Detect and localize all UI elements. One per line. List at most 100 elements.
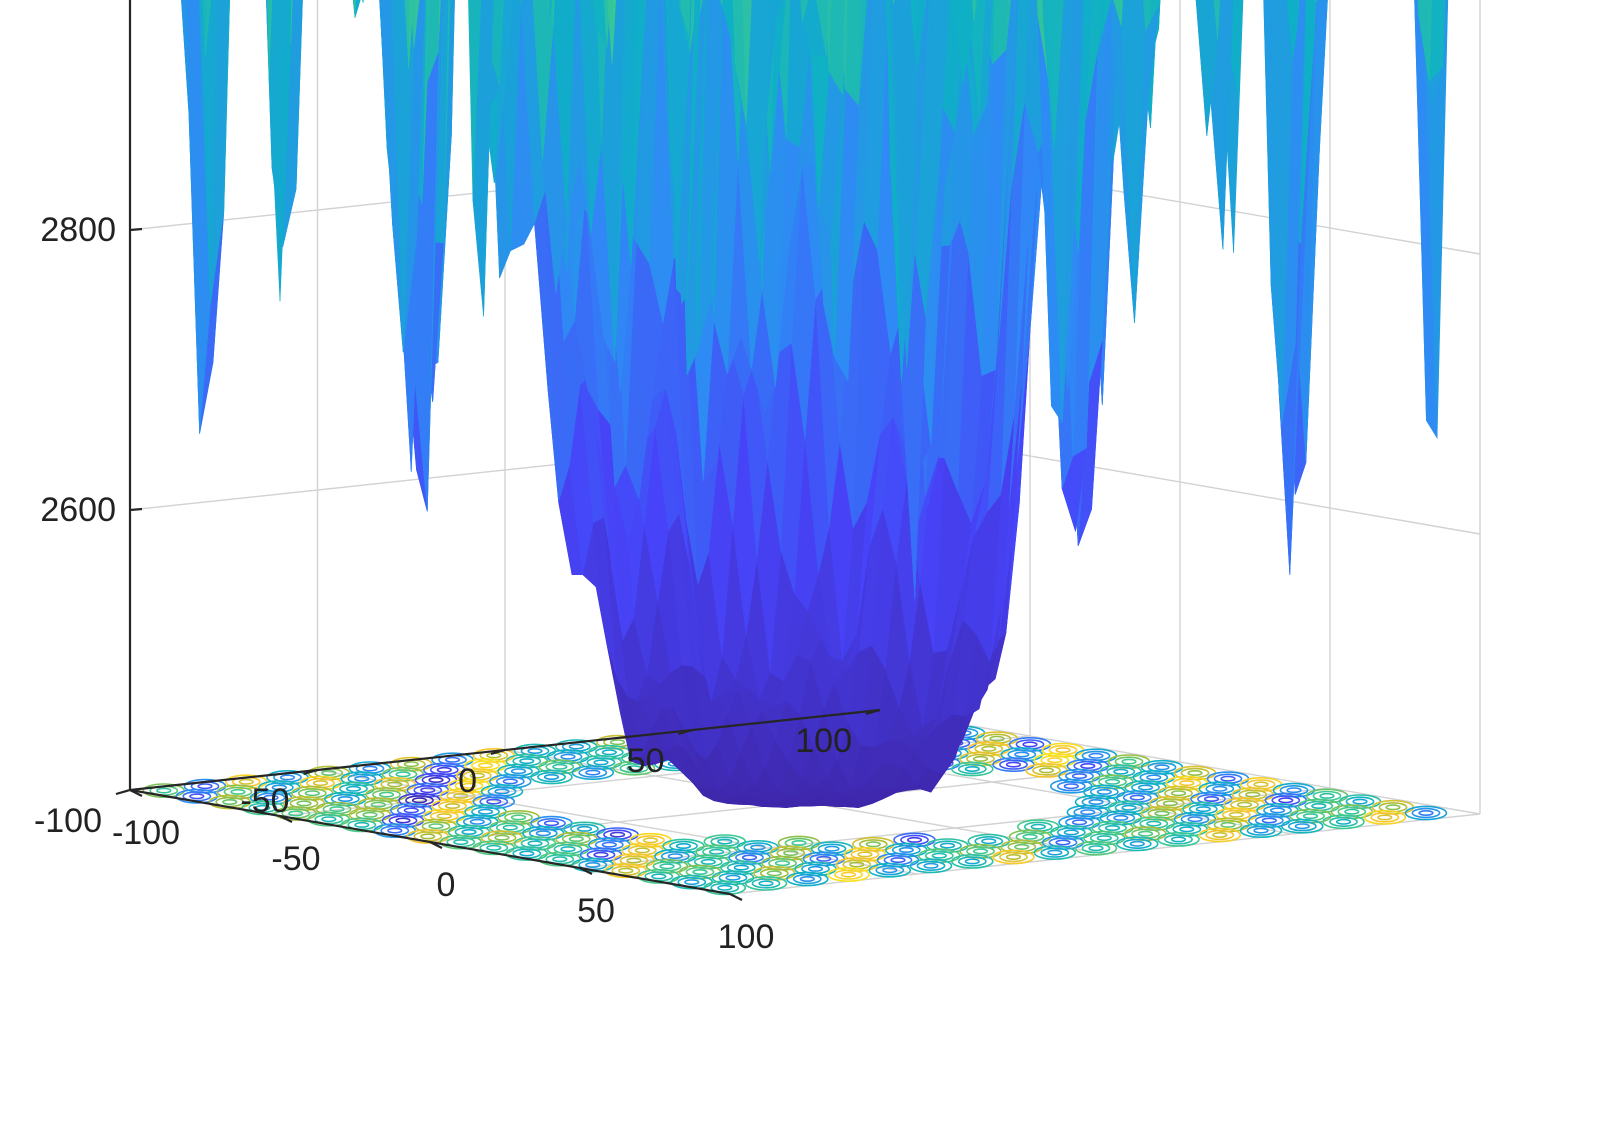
contour-ring [1022, 833, 1038, 840]
contour-ring [750, 844, 766, 851]
contour-ring [585, 769, 601, 776]
contour-ring [1335, 818, 1352, 825]
surface-patch [611, 0, 616, 64]
surface-patch [1158, 0, 1161, 30]
contour-ring [741, 854, 758, 861]
contour-ring [626, 857, 642, 864]
contour-ring [824, 845, 840, 852]
contour-ring [981, 745, 997, 752]
contour-ring [519, 850, 535, 857]
contour-ring [667, 853, 683, 860]
contour-ring [1055, 747, 1071, 754]
contour-ring [453, 792, 469, 799]
surface-patch [949, 0, 975, 246]
surface-patch [844, 0, 862, 106]
surface-patch [697, 0, 723, 350]
contour-ring [1074, 840, 1118, 856]
surface-patch [893, 0, 918, 368]
contour-ring [576, 825, 593, 832]
contour-ring [1319, 792, 1335, 799]
surface-patch [443, 0, 451, 244]
contour-ring [578, 767, 608, 778]
contour-ring [560, 753, 576, 760]
contour-ring [477, 808, 494, 815]
contour-ring [1246, 825, 1276, 836]
contour-ring [1104, 824, 1121, 831]
contour-ring [362, 765, 378, 772]
contour-ring [1005, 761, 1022, 768]
contour-ring [1137, 830, 1154, 837]
surface-patch [1263, 0, 1266, 56]
contour-ring [1286, 787, 1302, 794]
contour-ring [868, 862, 912, 878]
contour-ring [403, 761, 419, 768]
contour-ring [543, 820, 560, 827]
contour-ring [593, 759, 609, 766]
surface-patch [1047, 0, 1060, 148]
contour-ring [1162, 800, 1178, 807]
contour-ring [834, 869, 863, 880]
contour-ring [312, 780, 329, 787]
contour-ring [1071, 773, 1088, 780]
y-tick-label: 50 [627, 742, 665, 780]
surface-patch [494, 0, 513, 184]
contour-ring [792, 873, 822, 885]
y-tick [490, 748, 506, 756]
surface-patch [1270, 0, 1293, 425]
contour-ring [744, 876, 788, 891]
contour-ring [609, 739, 626, 746]
contour-ring [999, 851, 1028, 863]
contour-ring [634, 847, 650, 854]
contour-ring [1116, 836, 1159, 852]
contour-ring [950, 761, 994, 777]
surface-patch [1428, 0, 1445, 83]
surface-patch [686, 0, 701, 302]
contour-ring [527, 840, 543, 847]
surface-patch [893, 0, 895, 4]
contour-ring [444, 756, 461, 763]
surface-patch [606, 0, 611, 47]
contour-ring [519, 758, 535, 765]
surface-patch [532, 0, 543, 162]
contour-ring [552, 856, 568, 863]
contour-ring [304, 790, 320, 797]
surface-patch [1120, 0, 1123, 26]
contour-ring [502, 778, 518, 785]
contour-ring [1096, 788, 1112, 795]
contour-ring [692, 868, 708, 875]
contour-ring [785, 871, 829, 887]
contour-ring [684, 879, 700, 886]
contour-ring [807, 865, 824, 872]
contour-ring [857, 851, 873, 858]
surface-patch [720, 0, 723, 6]
contour-ring [875, 864, 905, 876]
surface-patch [520, 0, 522, 5]
contour-ring [1322, 814, 1365, 830]
y-tick-label: -50 [240, 782, 289, 820]
contour-ring [939, 842, 956, 849]
contour-ring [1253, 781, 1269, 788]
surface-patch [732, 0, 747, 124]
contour-ring [444, 802, 461, 809]
contour-ring [1005, 853, 1022, 860]
contour-ring [700, 858, 716, 865]
contour-ring [1113, 768, 1129, 775]
surface-patch [630, 0, 646, 266]
z-tick [129, 507, 143, 512]
contour-ring [840, 871, 857, 878]
contour-ring [1129, 794, 1145, 801]
contour-ring [1269, 807, 1286, 814]
surface-patch [886, 0, 902, 382]
x-tick [129, 789, 143, 797]
contour-ring [1329, 816, 1358, 827]
contour-ring [1418, 809, 1434, 816]
contour-ring [530, 769, 573, 785]
contour-ring [1146, 774, 1162, 781]
contour-ring [1056, 780, 1086, 792]
contour-ring [571, 765, 615, 780]
contour-ring [345, 785, 362, 792]
x-tick-label: 0 [437, 866, 456, 904]
contour-ring [1228, 811, 1244, 818]
contour-ring [1146, 820, 1162, 827]
